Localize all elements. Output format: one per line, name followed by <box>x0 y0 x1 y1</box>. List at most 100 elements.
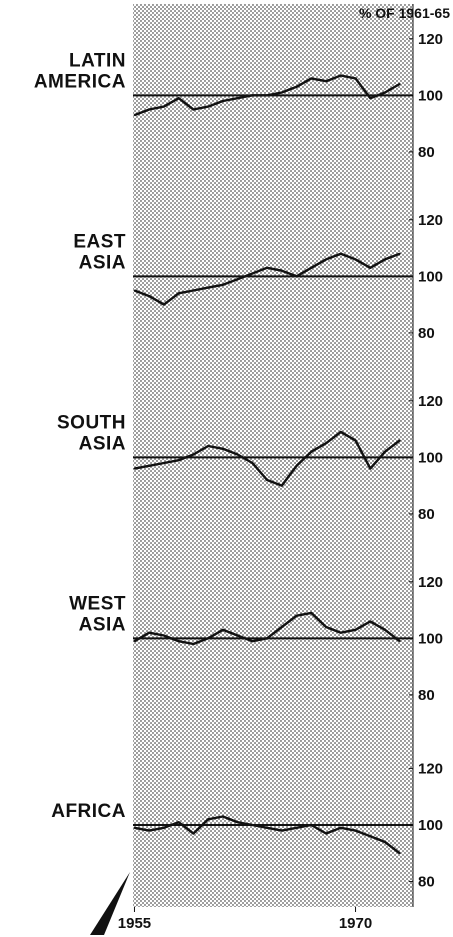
data-point <box>325 626 327 628</box>
data-point <box>148 464 151 467</box>
data-point <box>236 634 239 637</box>
data-point <box>221 447 224 450</box>
data-point <box>133 114 136 117</box>
data-point <box>325 80 327 83</box>
data-point <box>177 821 180 824</box>
data-point <box>207 818 210 821</box>
data-point <box>266 826 269 829</box>
data-point <box>325 832 327 835</box>
data-point <box>369 835 372 838</box>
data-point <box>369 467 372 470</box>
panel-africa: 120 100 80 AFRICA <box>51 760 443 890</box>
data-point <box>163 634 165 637</box>
data-point <box>354 628 357 631</box>
data-point <box>177 97 180 100</box>
region-label: AMERICA <box>34 71 126 92</box>
data-point <box>384 91 386 94</box>
data-point <box>163 105 165 108</box>
region-label: LATIN <box>69 50 126 71</box>
data-point <box>266 266 269 269</box>
data-point <box>207 445 210 447</box>
data-point <box>339 430 342 433</box>
data-point <box>163 826 165 829</box>
data-point <box>384 450 386 453</box>
data-point <box>339 826 342 829</box>
data-point <box>133 640 136 643</box>
y-tick-label: 120 <box>418 31 443 48</box>
data-point <box>295 85 298 88</box>
x-axis: 1955 1970 <box>118 907 372 932</box>
data-point <box>251 94 254 97</box>
unit-label: % OF 1961-65 <box>359 5 450 21</box>
region-label: WEST <box>69 593 126 614</box>
data-point <box>207 105 210 108</box>
data-point <box>325 258 327 261</box>
data-point <box>398 252 401 255</box>
data-point <box>148 108 151 111</box>
data-point <box>251 462 254 464</box>
data-point <box>339 252 342 255</box>
data-point <box>295 826 298 829</box>
data-point <box>295 614 298 617</box>
data-point <box>236 97 239 100</box>
data-point <box>354 77 357 80</box>
data-point <box>236 278 239 281</box>
data-point <box>207 286 210 289</box>
data-point <box>251 640 254 643</box>
data-point <box>384 841 386 843</box>
data-point <box>310 266 313 269</box>
data-point <box>280 829 283 832</box>
data-point <box>280 626 283 628</box>
data-point <box>251 824 254 826</box>
y-tick-label: 100 <box>418 87 443 104</box>
y-tick-label: 100 <box>418 449 443 466</box>
data-point <box>384 628 386 631</box>
data-point <box>236 821 239 824</box>
data-point <box>354 829 357 832</box>
data-point <box>221 628 224 631</box>
decorative-pen-mark <box>90 872 130 935</box>
region-label: EAST <box>73 231 126 252</box>
data-point <box>163 462 165 464</box>
data-point <box>148 295 151 298</box>
y-tick-label: 100 <box>418 630 443 647</box>
y-tick-label: 80 <box>418 144 435 161</box>
data-point <box>354 258 357 261</box>
data-point <box>339 631 342 634</box>
data-point <box>133 467 136 470</box>
data-point <box>133 826 136 829</box>
data-point <box>177 292 180 295</box>
data-point <box>398 640 401 643</box>
data-point <box>369 266 372 269</box>
data-point <box>369 620 372 623</box>
data-point <box>310 450 313 453</box>
data-point <box>398 439 401 442</box>
data-point <box>384 258 386 261</box>
x-tick-label: 1955 <box>118 915 151 932</box>
data-point <box>221 283 224 286</box>
y-tick-label: 120 <box>418 574 443 591</box>
data-point <box>266 637 269 640</box>
y-tick-label: 100 <box>418 817 443 834</box>
data-point <box>310 824 313 826</box>
data-point <box>295 275 298 278</box>
data-point <box>280 269 283 272</box>
data-point <box>295 464 298 467</box>
data-point <box>398 83 401 85</box>
data-point <box>192 832 195 835</box>
data-point <box>148 829 151 832</box>
region-label: ASIA <box>79 614 126 635</box>
y-tick-label: 80 <box>418 687 435 704</box>
data-point <box>325 442 327 445</box>
data-point <box>266 479 269 481</box>
data-point <box>221 100 224 102</box>
data-point <box>177 640 180 643</box>
data-point <box>192 289 195 292</box>
y-tick-label: 120 <box>418 760 443 777</box>
data-point <box>192 108 195 111</box>
